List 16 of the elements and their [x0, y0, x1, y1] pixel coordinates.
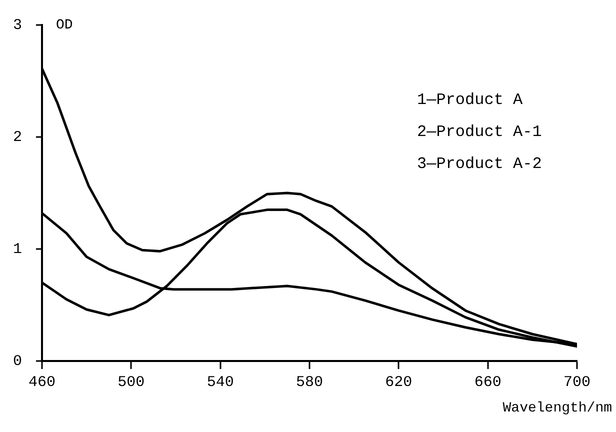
- annotation: 1—Product A: [417, 91, 524, 110]
- y-tick-label: 0: [12, 352, 22, 370]
- y-axis-title: OD: [56, 18, 73, 34]
- annotation: 2—Product A-1: [417, 123, 542, 142]
- x-axis-title: Wavelength/nm: [502, 400, 612, 417]
- x-tick-label: 460: [28, 374, 56, 391]
- y-tick-label: 2: [12, 128, 22, 146]
- x-tick-label: 580: [296, 374, 324, 391]
- x-tick-label: 660: [474, 374, 502, 391]
- y-tick-label: 1: [12, 240, 22, 258]
- x-tick-label: 700: [563, 374, 591, 391]
- y-tick-label: 3: [12, 16, 22, 34]
- x-tick-label: 500: [118, 374, 145, 391]
- x-tick-label: 620: [385, 374, 412, 391]
- x-tick-label: 540: [206, 374, 234, 391]
- annotation: 3—Product A-2: [417, 155, 542, 174]
